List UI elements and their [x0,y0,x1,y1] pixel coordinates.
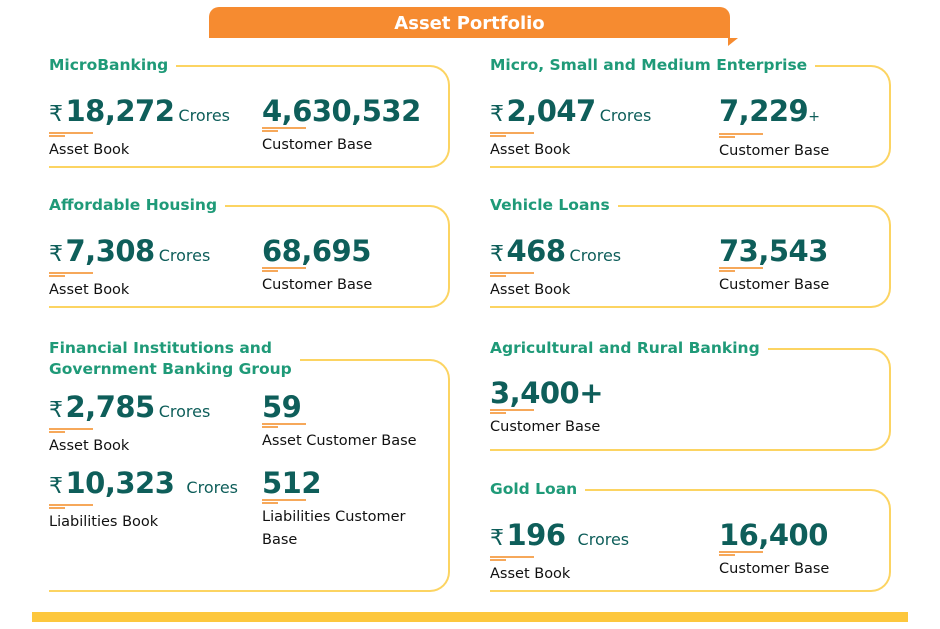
card-title: Affordable Housing [49,195,226,216]
underline-decoration [49,132,230,138]
card-affordable-housing [49,205,450,308]
liabilities-book-stat: ₹10,323 Crores Liabilities Book [49,467,238,534]
stat-value: 2,047 [506,94,597,128]
underline-decoration [262,127,421,133]
underline-decoration [262,423,417,429]
card-title: Micro, Small and Medium Enterprise [490,55,816,76]
card-title: Financial Institutions and Government Ba… [49,338,300,380]
asset-book-stat: ₹7,308 Crores Asset Book [49,235,210,302]
stat-value: 3,400+ [490,376,604,410]
stat-label: Customer Base [719,561,830,577]
customer-base-stat: 68,695 Customer Base [262,235,372,297]
stat-value: 512 [262,466,322,500]
card-title: Vehicle Loans [490,195,618,216]
underline-decoration [262,499,406,505]
stat-value: 73,543 [719,234,828,268]
stat-unit: Crores [158,402,211,421]
rupee-icon: ₹ [49,474,63,499]
rupee-icon: ₹ [49,102,63,127]
stat-label: Customer Base [719,143,830,159]
stat-label: Asset Book [49,282,130,298]
card-title: MicroBanking [49,55,177,76]
footer-bar [32,612,908,622]
stat-value: 16,400 [719,518,828,552]
stat-unit: Crores [186,478,239,497]
customer-base-stat: 3,400+ Customer Base [490,376,604,439]
customer-base-stat: 4,630,532 Customer Base [262,95,421,157]
underline-decoration [490,556,629,562]
card-title: Gold Loan [490,479,586,500]
underline-decoration [719,267,829,273]
underline-decoration [719,133,829,139]
stat-label: Asset Book [49,438,130,454]
stat-label: Liabilities Book [49,514,159,530]
card-title-line: Government Banking Group [49,360,292,378]
card-vehicle-loans [490,205,891,308]
stat-label-line: Base [262,532,298,548]
rupee-icon: ₹ [490,102,504,127]
stat-label: Customer Base [719,277,830,293]
rupee-icon: ₹ [49,398,63,423]
underline-decoration [49,272,210,278]
card-title-line: Financial Institutions and [49,339,272,357]
stat-unit: Crores [569,246,622,265]
underline-decoration [490,409,603,415]
asset-book-stat: ₹196 Crores Asset Book [490,519,629,586]
stat-unit: Crores [577,530,630,549]
stat-value: 7,229 [719,94,809,128]
stat-value: 59 [262,390,302,424]
stat-suffix: + [808,109,820,125]
stat-value: 196 [506,518,567,552]
customer-base-stat: 7,229+ Customer Base [719,95,829,163]
stat-value: 7,308 [65,234,156,268]
rupee-icon: ₹ [490,242,504,267]
underline-decoration [719,551,829,557]
stat-value: 2,785 [65,390,156,424]
section-header: Asset Portfolio [209,7,738,46]
stat-value: 4,630,532 [262,94,421,128]
underline-decoration [49,504,238,510]
asset-book-stat: ₹468 Crores Asset Book [490,235,621,302]
stat-unit: Crores [599,106,652,125]
stat-value: 468 [506,234,567,268]
asset-book-stat: ₹2,047 Crores Asset Book [490,95,651,162]
underline-decoration [262,267,372,273]
underline-decoration [490,132,651,138]
card-gold-loan [490,489,891,592]
liabilities-customer-base-stat: 512 Liabilities Customer Base [262,467,406,552]
asset-book-stat: ₹18,272 Crores Asset Book [49,95,230,162]
stat-label-line: Liabilities Customer [262,509,406,525]
stat-label: Asset Book [49,142,130,158]
stat-label: Liabilities Customer Base [262,506,406,552]
underline-decoration [490,272,621,278]
stat-label: Customer Base [262,277,373,293]
stat-value: 68,695 [262,234,371,268]
stat-label: Asset Book [490,282,571,298]
stat-unit: Crores [178,106,231,125]
stat-value: 10,323 [65,466,175,500]
rupee-icon: ₹ [49,242,63,267]
stat-label: Customer Base [262,137,373,153]
stat-label: Asset Book [490,142,571,158]
rupee-icon: ₹ [490,526,504,551]
stat-value: 18,272 [65,94,175,128]
asset-customer-base-stat: 59 Asset Customer Base [262,391,417,453]
customer-base-stat: 73,543 Customer Base [719,235,829,297]
card-microbanking [49,65,450,168]
stat-label: Customer Base [490,419,601,435]
asset-book-stat: ₹2,785 Crores Asset Book [49,391,210,458]
underline-decoration [49,428,210,434]
stat-unit: Crores [158,246,211,265]
stat-label: Asset Customer Base [262,433,417,449]
stat-label: Asset Book [490,566,571,582]
card-title: Agricultural and Rural Banking [490,338,768,359]
customer-base-stat: 16,400 Customer Base [719,519,829,581]
